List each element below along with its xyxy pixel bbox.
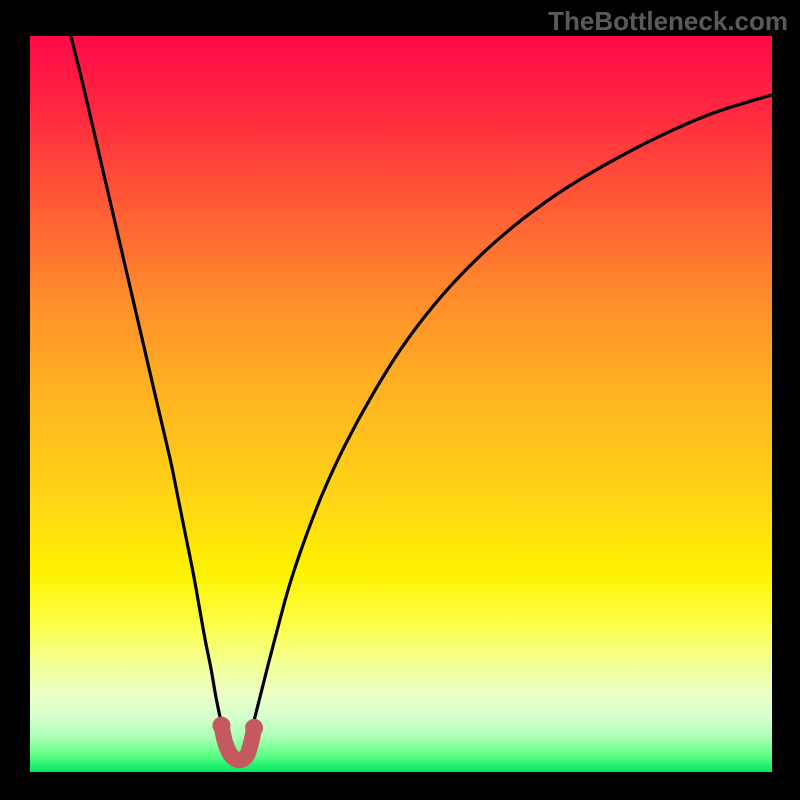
curve-left bbox=[71, 36, 222, 726]
marker-endpoint-0 bbox=[212, 717, 230, 735]
plot-area bbox=[30, 36, 772, 772]
curve-layer bbox=[30, 36, 772, 772]
outer-frame: TheBottleneck.com bbox=[0, 0, 800, 800]
marker-endpoint-1 bbox=[245, 719, 263, 737]
watermark-text: TheBottleneck.com bbox=[548, 6, 788, 37]
curve-right bbox=[253, 95, 772, 726]
